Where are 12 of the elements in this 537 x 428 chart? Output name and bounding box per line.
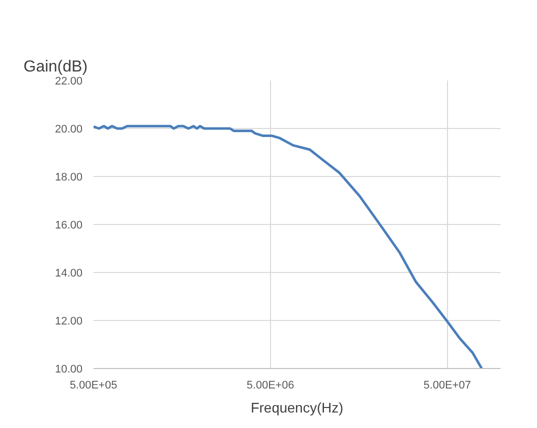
y-tick-label: 22.00 — [54, 76, 83, 88]
y-tick-label: 10.00 — [54, 364, 83, 376]
x-axis-title: Frequency(Hz) — [250, 400, 344, 416]
x-tick-label: 5.00E+07 — [424, 380, 471, 392]
x-tick-label: 5.00E+06 — [246, 380, 294, 392]
chart-title: Gain(dB) — [24, 58, 88, 76]
x-tick-label: 5.00E+05 — [70, 380, 118, 392]
y-tick-label: 20.00 — [54, 124, 83, 136]
y-tick-label: 12.00 — [54, 316, 83, 328]
y-tick-label: 14.00 — [54, 268, 83, 280]
y-tick-label: 18.00 — [54, 172, 83, 184]
y-tick-label: 16.00 — [54, 220, 83, 232]
